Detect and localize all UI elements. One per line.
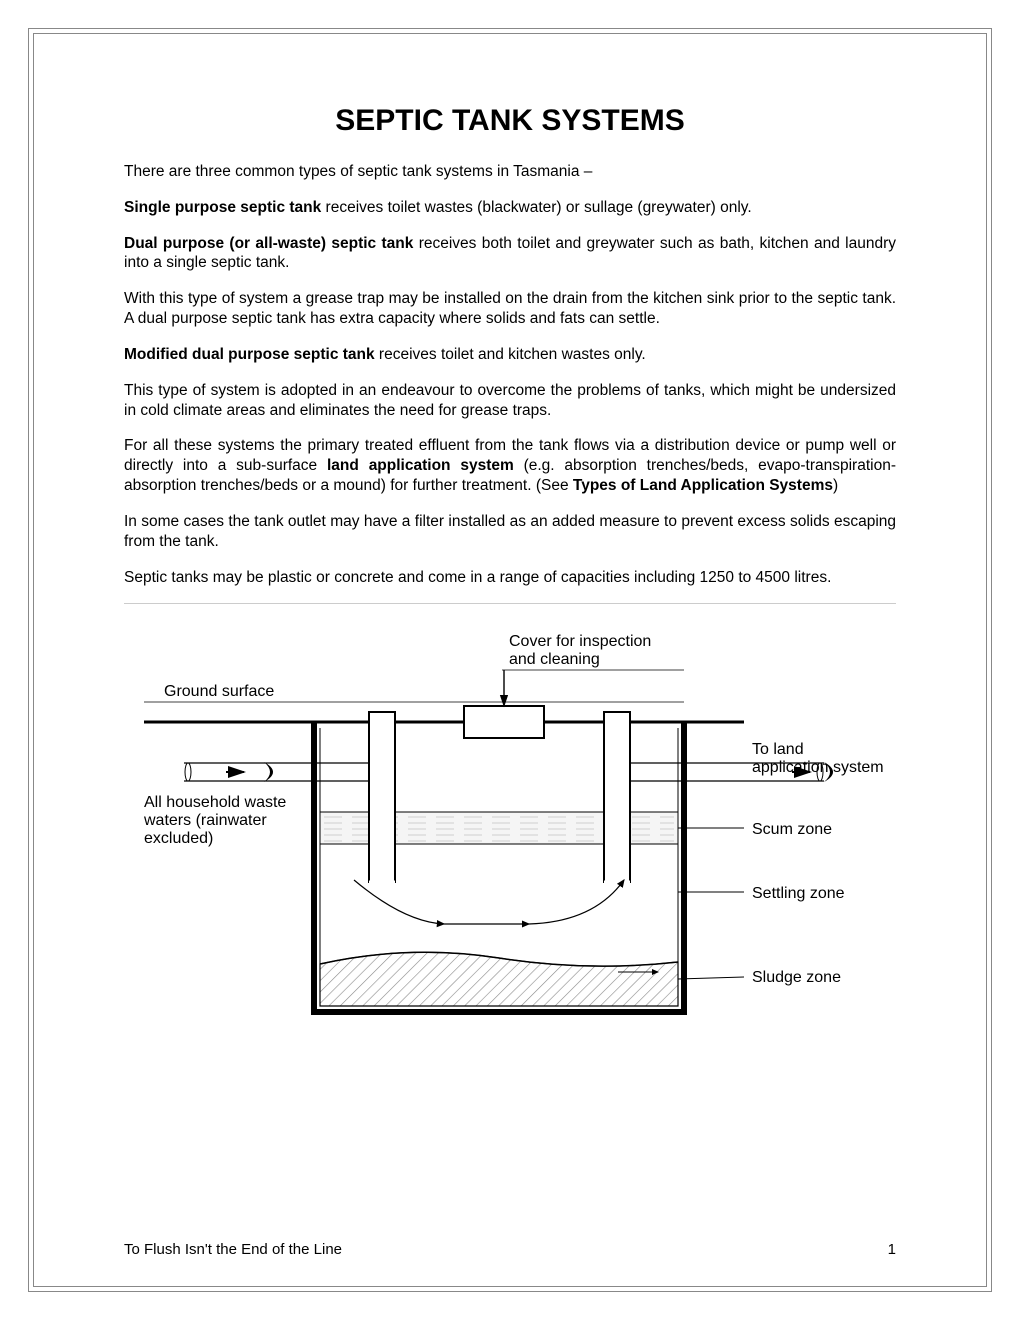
paragraph-land-application: For all these systems the primary treate… (124, 436, 896, 495)
septic-tank-diagram: Cover for inspectionand cleaning Ground s… (124, 622, 896, 1057)
footer-page-number: 1 (888, 1241, 896, 1258)
svg-text:excluded): excluded) (144, 830, 213, 847)
term-dual-purpose: Dual purpose (or all-waste) septic tank (124, 235, 413, 252)
paragraph-single-purpose: Single purpose septic tank receives toil… (124, 198, 896, 218)
svg-text:To land: To land (752, 741, 804, 758)
paragraph-modified-dual: Modified dual purpose septic tank receiv… (124, 345, 896, 365)
paragraph-filter: In some cases the tank outlet may have a… (124, 512, 896, 552)
page-inner-frame: SEPTIC TANK SYSTEMS There are three comm… (33, 33, 987, 1287)
footer-left: To Flush Isn't the End of the Line (124, 1241, 342, 1258)
paragraph-dual-purpose: Dual purpose (or all-waste) septic tank … (124, 234, 896, 274)
svg-text:application system: application system (752, 759, 884, 776)
paragraph-grease-trap: With this type of system a grease trap m… (124, 289, 896, 329)
svg-text:Sludge zone: Sludge zone (752, 969, 841, 986)
paragraph-capacity: Septic tanks may be plastic or concrete … (124, 568, 896, 588)
document-title: SEPTIC TANK SYSTEMS (124, 104, 896, 138)
text: receives toilet wastes (blackwater) or s… (321, 199, 751, 216)
text: ) (833, 477, 838, 494)
svg-text:and cleaning: and cleaning (509, 651, 600, 668)
page-outer-frame: SEPTIC TANK SYSTEMS There are three comm… (28, 28, 992, 1292)
svg-text:Settling zone: Settling zone (752, 885, 845, 902)
term-single-purpose: Single purpose septic tank (124, 199, 321, 216)
svg-text:Cover for inspection: Cover for inspection (509, 633, 651, 650)
term-types-of-las: Types of Land Application Systems (573, 477, 833, 494)
term-modified-dual: Modified dual purpose septic tank (124, 346, 375, 363)
paragraph-intro: There are three common types of septic t… (124, 162, 896, 182)
septic-tank-svg: Cover for inspectionand cleaning Ground s… (124, 622, 904, 1052)
svg-text:All household waste: All household waste (144, 794, 286, 811)
svg-text:Ground surface: Ground surface (164, 683, 274, 700)
svg-text:Scum zone: Scum zone (752, 821, 832, 838)
term-land-application: land application system (327, 457, 514, 474)
paragraph-cold-climate: This type of system is adopted in an end… (124, 381, 896, 421)
section-divider (124, 603, 896, 604)
text: receives toilet and kitchen wastes only. (375, 346, 646, 363)
page-footer: To Flush Isn't the End of the Line 1 (124, 1241, 896, 1258)
document-body: There are three common types of septic t… (124, 162, 896, 1057)
svg-text:waters (rainwater: waters (rainwater (143, 812, 267, 829)
